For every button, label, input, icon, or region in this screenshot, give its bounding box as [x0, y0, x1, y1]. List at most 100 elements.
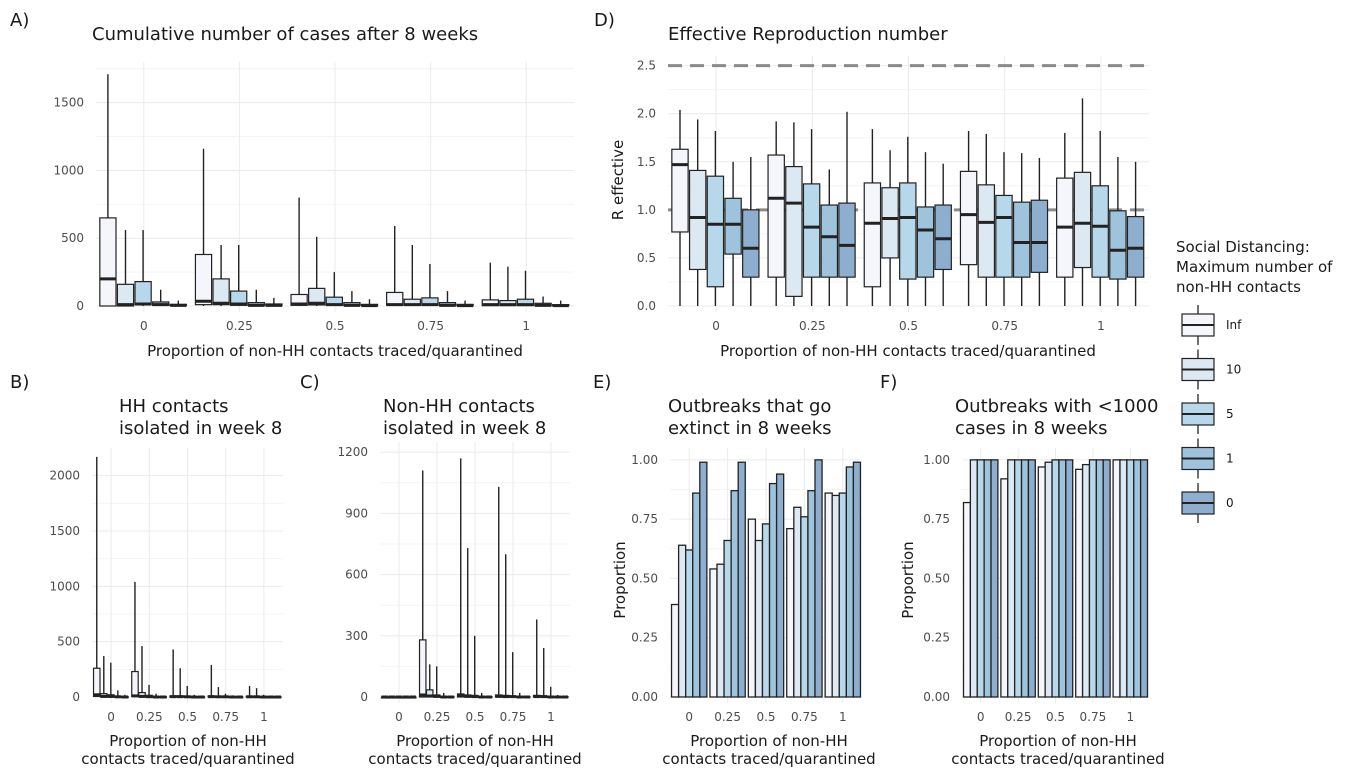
box [418, 639, 427, 698]
panel-title: Effective Reproduction number [668, 24, 948, 45]
panel-b: 0 500 1000 1500 2000 0 0.25 0.5 0.75 1 B) HH contac… [10, 372, 295, 768]
bar [845, 466, 855, 698]
legend-label: 1 [1226, 452, 1234, 466]
panel-title: isolated in week 8 [119, 418, 282, 439]
bar [685, 549, 694, 698]
bar [807, 490, 816, 698]
bar [699, 461, 708, 698]
box [1012, 201, 1031, 278]
x-tick-label: 0.25 [1005, 710, 1032, 724]
box [767, 154, 785, 278]
bar [976, 459, 985, 698]
bar [1088, 459, 1097, 698]
bar [831, 494, 840, 698]
y-tick-label: 0.75 [631, 512, 658, 526]
x-tick-label: 0.75 [791, 710, 818, 724]
bar [723, 539, 732, 698]
x-tick-label: 1 [260, 710, 268, 724]
box [977, 184, 996, 278]
x-tick-label: 1 [547, 710, 555, 724]
bar [1102, 459, 1111, 698]
box [212, 278, 230, 306]
y-tick-label: 2.0 [637, 107, 656, 121]
panel-d: 0.0 0.5 1.0 1.5 2.0 2.5 0 0.25 0.5 0.75 1 D) Effecti… [594, 10, 1149, 360]
bar [716, 563, 725, 698]
box [881, 187, 899, 259]
bar [990, 459, 999, 698]
legend-title: Maximum number of [1176, 258, 1333, 276]
panel-letter: F) [880, 372, 897, 393]
y-tick-label: 0 [76, 299, 84, 313]
x-tick-label: 0.5 [325, 319, 344, 333]
x-tick-label: 0.5 [465, 710, 484, 724]
y-tick-label: 2000 [49, 469, 80, 483]
bar [1133, 459, 1142, 698]
y-tick-label: 0.25 [923, 631, 950, 645]
bar [1027, 459, 1036, 698]
y-tick-label: 0 [360, 690, 368, 704]
x-axis-label: contacts traced/quarantined [662, 750, 875, 768]
x-axis-label: Proportion of non-HH [690, 732, 848, 750]
y-tick-label: 1200 [337, 445, 368, 459]
x-tick-label: 0.25 [424, 710, 451, 724]
box [1073, 171, 1092, 269]
legend-label: 5 [1226, 407, 1234, 421]
bar [838, 492, 847, 698]
x-axis-label: Proportion of non-HH [396, 732, 554, 750]
bar [730, 490, 739, 698]
bar [1126, 459, 1135, 698]
bar [1081, 463, 1091, 698]
x-axis-label: Proportion of non-HH contacts traced/qua… [147, 342, 523, 360]
panel-e: 0.00 0.25 0.50 0.75 1.00 0 0.25 0.5 0.75 1 E) Outbr… [593, 372, 876, 768]
x-tick-label: 0.5 [178, 710, 197, 724]
x-tick-label: 1 [1097, 319, 1105, 333]
panel-letter: A) [10, 10, 29, 31]
panel-title: HH contacts [119, 396, 229, 417]
box [99, 217, 117, 307]
y-tick-label: 1.0 [637, 203, 656, 217]
legend-label: 10 [1226, 363, 1241, 377]
bar [814, 459, 823, 698]
bar [1014, 459, 1023, 698]
x-tick-label: 0.25 [226, 319, 253, 333]
box [134, 281, 152, 306]
x-tick-label: 1 [522, 319, 530, 333]
panel-title: Outbreaks that go [668, 396, 831, 417]
panel-title: Non-HH contacts [383, 396, 535, 417]
bar [1000, 478, 1009, 698]
y-tick-label: 0.50 [631, 571, 658, 585]
panel-c: 0 300 600 900 1200 0 0.25 0.5 0.75 1 C) Non-HH cont… [300, 372, 582, 768]
panel-title: isolated in week 8 [383, 418, 546, 439]
bar [1139, 459, 1149, 698]
panel-title: Outbreaks with <1000 [955, 396, 1159, 417]
x-tick-label: 0 [140, 319, 148, 333]
x-tick-label: 0 [712, 319, 720, 333]
panel-a: 0 500 1000 1500 0 0.25 0.5 0.75 1 A) Cumulative nu… [10, 10, 574, 360]
panel-letter: D) [594, 10, 615, 31]
bar [1095, 459, 1104, 698]
box [959, 170, 978, 266]
bar [852, 461, 862, 698]
x-tick-label: 0.5 [899, 319, 918, 333]
y-tick-label: 1000 [53, 163, 84, 177]
box [916, 206, 935, 278]
x-axis-label: contacts traced/quarantined [368, 750, 581, 768]
box [742, 209, 760, 278]
box [820, 204, 839, 278]
bar [1007, 459, 1016, 698]
box [706, 175, 725, 288]
panel-title: extinct in 8 weeks [668, 418, 832, 439]
bar [1020, 459, 1030, 698]
bar [747, 518, 757, 698]
bar [1037, 466, 1046, 698]
panel-title: Cumulative number of cases after 8 weeks [92, 24, 478, 45]
y-tick-label: 1500 [53, 96, 84, 110]
y-tick-label: 0.5 [637, 251, 656, 265]
y-tick-label: 300 [345, 629, 368, 643]
bar [1119, 459, 1128, 698]
box [1109, 210, 1127, 280]
y-tick-label: 0.25 [631, 631, 658, 645]
y-tick-label: 1.5 [637, 155, 656, 169]
y-tick-label: 1500 [49, 524, 80, 538]
